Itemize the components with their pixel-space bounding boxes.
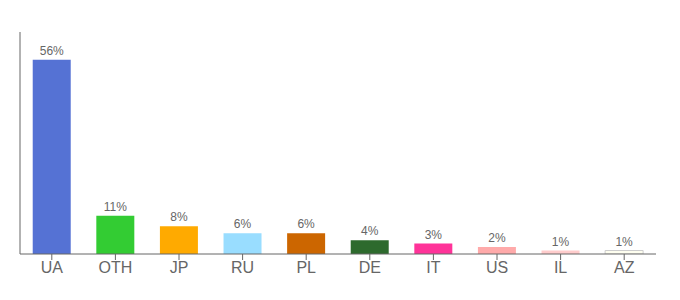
svg-text:OTH: OTH — [99, 259, 133, 276]
svg-text:6%: 6% — [234, 217, 252, 231]
svg-text:RU: RU — [231, 259, 254, 276]
svg-text:IL: IL — [554, 259, 567, 276]
svg-text:6%: 6% — [297, 217, 315, 231]
svg-text:IT: IT — [426, 259, 440, 276]
svg-text:8%: 8% — [170, 210, 188, 224]
svg-text:1%: 1% — [552, 235, 570, 249]
svg-text:JP: JP — [170, 259, 189, 276]
svg-text:4%: 4% — [361, 224, 379, 238]
svg-text:DE: DE — [359, 259, 381, 276]
svg-text:3%: 3% — [425, 228, 443, 242]
svg-text:AZ: AZ — [614, 259, 635, 276]
svg-text:11%: 11% — [104, 200, 127, 214]
svg-text:2%: 2% — [488, 231, 506, 245]
svg-text:1%: 1% — [615, 235, 633, 249]
svg-text:US: US — [486, 259, 508, 276]
svg-text:56%: 56% — [40, 44, 64, 58]
svg-text:PL: PL — [296, 259, 316, 276]
svg-text:UA: UA — [41, 259, 64, 276]
